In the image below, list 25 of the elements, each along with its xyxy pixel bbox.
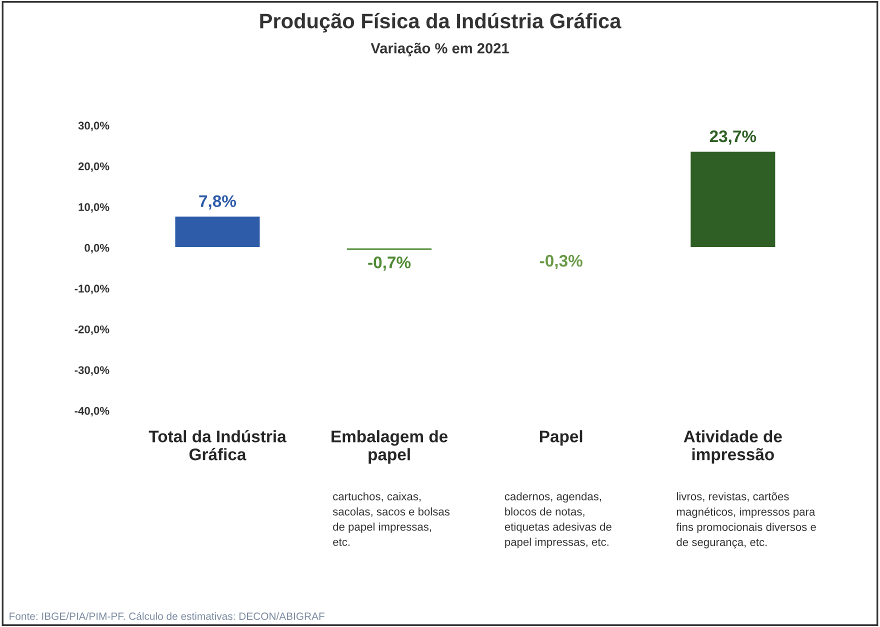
bar [689, 150, 777, 248]
y-tick-label: 0,0% [84, 244, 110, 254]
x-tick-label: Atividade de impressão [684, 430, 782, 464]
x-tick-label: Embalagem de papel [332, 430, 448, 464]
source-note: Fonte: IBGE/PIA/PIM-PF. Cálculo de estimativas: DECON/ABIGRAF [10, 612, 324, 620]
text: livros, revistas, cartões magnéticos, impressos para fins promocionais diversos e de segurança, etc. [676, 492, 816, 548]
text: cartuchos, caixas, sacolas, sacos e bolsas de papel impressas, etc. [332, 492, 450, 546]
x-tick-label: Total da Indústria Gráfica [148, 430, 286, 460]
y-tick-label: 20,0% [78, 162, 110, 172]
y-tick-label: -10,0% [74, 284, 110, 294]
bar [174, 215, 262, 248]
y-tick-label: 30,0% [78, 122, 110, 132]
x-tick-label: Papel [540, 430, 582, 446]
text: cadernos, agendas, blocos de notas, etiquetas adesivas de papel impressas, etc. [504, 492, 612, 548]
y-tick-label: 10,0% [78, 203, 110, 213]
y-tick-label: -40,0% [74, 406, 110, 416]
y-tick-label: -20,0% [74, 325, 110, 335]
data-label: -0,7% [368, 256, 411, 271]
chart-title: Produção Física da Indústria Gráfica [260, 12, 622, 33]
bar [346, 246, 433, 252]
data-label: 7,8% [199, 195, 236, 210]
data-label: -0,3% [540, 254, 582, 270]
chart-subtitle: Variação % em 2021 [370, 42, 509, 56]
y-tick-label: -30,0% [74, 366, 110, 376]
data-label: 23,7% [710, 130, 756, 145]
